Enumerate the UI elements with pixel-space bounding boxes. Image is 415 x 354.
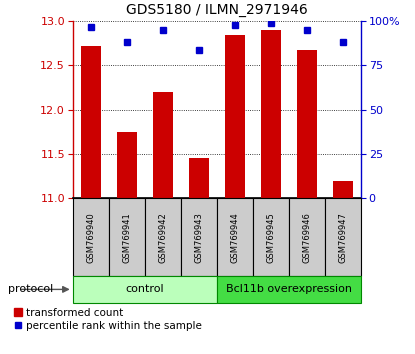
Bar <box>81 46 100 198</box>
Text: GSM769945: GSM769945 <box>266 212 276 263</box>
Text: GSM769942: GSM769942 <box>158 212 167 263</box>
Text: GSM769946: GSM769946 <box>303 212 312 263</box>
Text: protocol: protocol <box>8 284 54 295</box>
Bar <box>225 35 245 198</box>
Bar <box>253 198 289 276</box>
Text: GSM769943: GSM769943 <box>194 212 203 263</box>
Bar <box>117 132 137 198</box>
Text: GSM769947: GSM769947 <box>339 212 347 263</box>
Bar <box>217 198 253 276</box>
Bar <box>189 159 209 198</box>
Bar <box>109 198 145 276</box>
Legend: transformed count, percentile rank within the sample: transformed count, percentile rank withi… <box>14 308 202 331</box>
Text: GSM769941: GSM769941 <box>122 212 131 263</box>
Bar <box>325 198 361 276</box>
Bar <box>289 198 325 276</box>
Title: GDS5180 / ILMN_2971946: GDS5180 / ILMN_2971946 <box>126 4 308 17</box>
Bar <box>297 50 317 198</box>
Bar <box>145 198 181 276</box>
Text: control: control <box>125 284 164 295</box>
Bar <box>181 198 217 276</box>
Bar <box>261 30 281 198</box>
Bar <box>73 276 217 303</box>
Bar <box>333 181 353 198</box>
Text: Bcl11b overexpression: Bcl11b overexpression <box>226 284 352 295</box>
Text: GSM769940: GSM769940 <box>86 212 95 263</box>
Bar <box>153 92 173 198</box>
Text: GSM769944: GSM769944 <box>230 212 239 263</box>
Bar <box>73 198 109 276</box>
Bar <box>217 276 361 303</box>
